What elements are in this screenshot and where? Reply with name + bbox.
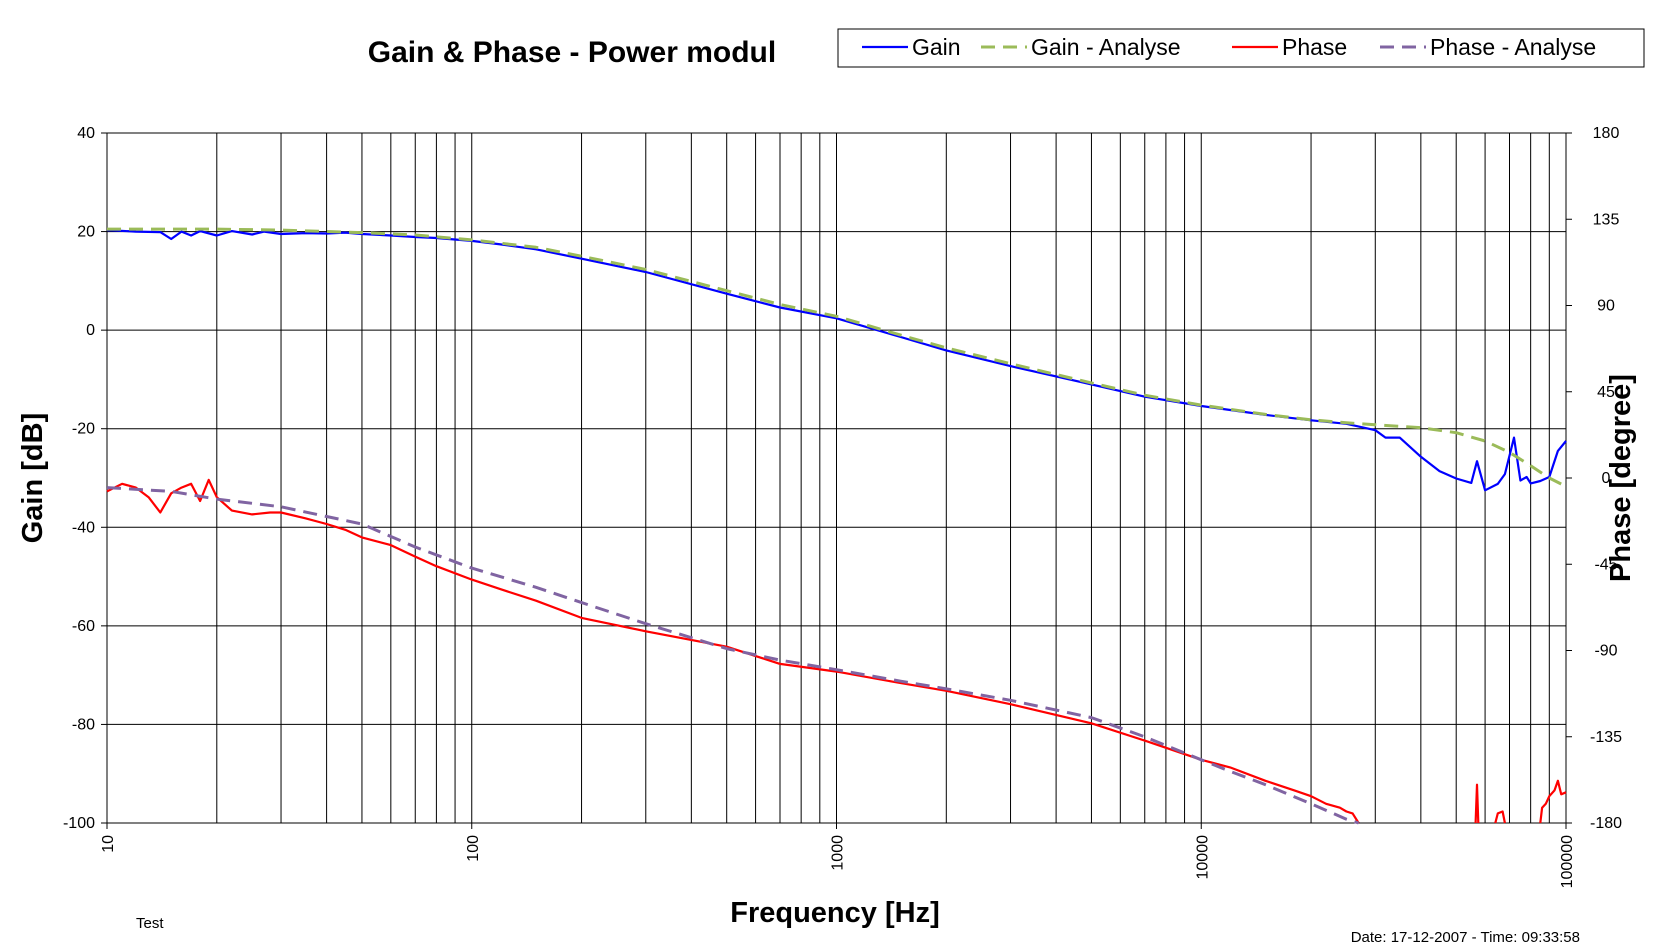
series-line-phase-analyse <box>106 486 1360 825</box>
tick-label-y: -60 <box>72 618 95 635</box>
tick-label-y: -100 <box>63 815 95 832</box>
tick-label-y2: -180 <box>1590 815 1622 832</box>
series-line-phase-fragment <box>1474 783 1480 824</box>
legend: Gain Gain - Analyse Phase Phase - Analyse <box>837 28 1645 68</box>
series-line-phase-fragment <box>1494 810 1506 824</box>
footer-note: Test <box>136 915 164 932</box>
legend-label: Gain <box>912 34 961 60</box>
tick-label-y: 40 <box>77 125 95 142</box>
tick-label-x: 100 <box>465 835 482 862</box>
left-axis-ticks: 40 20 0 -20 -40 -60 -80 -100 <box>63 125 107 832</box>
tick-label-x: 100000 <box>1559 835 1576 888</box>
y2-axis-title: Phase [degree] <box>1605 374 1637 582</box>
tick-label-y2: 45 <box>1597 384 1615 401</box>
tick-label-y2: -45 <box>1594 556 1617 573</box>
x-axis-title: Frequency [Hz] <box>730 897 939 929</box>
y-axis-title: Gain [dB] <box>17 413 49 544</box>
footer-date-time: Date: 17-12-2007 - Time: 09:33:58 <box>1351 929 1580 946</box>
x-axis-ticks: 10 100 1000 10000 100000 <box>100 823 1576 888</box>
legend-label: Gain - Analyse <box>1031 34 1181 60</box>
series-line-phase-fragment <box>1539 779 1567 824</box>
series-line-phase <box>106 478 1360 824</box>
tick-label-y: 0 <box>86 322 95 339</box>
tick-label-y2: -90 <box>1594 643 1617 660</box>
legend-label: Phase - Analyse <box>1430 34 1596 60</box>
tick-label-y: 20 <box>77 224 95 241</box>
plot-area <box>106 132 1567 825</box>
series-layer <box>106 227 1567 825</box>
horizontal-gridlines <box>107 231 1566 725</box>
right-axis-ticks: 180 135 90 45 0 -45 -90 -135 -180 <box>1566 125 1622 832</box>
tick-label-y2: 90 <box>1597 298 1615 315</box>
tick-label-y: -40 <box>72 519 95 536</box>
tick-label-x: 1000 <box>830 835 847 871</box>
tick-label-y: -20 <box>72 421 95 438</box>
tick-label-y2: 0 <box>1602 470 1611 487</box>
tick-label-x: 10 <box>100 835 117 853</box>
tick-label-y2: 180 <box>1593 125 1620 142</box>
chart-title: Gain & Phase - Power modul <box>368 36 776 69</box>
tick-label-y2: 135 <box>1593 211 1620 228</box>
legend-label: Phase <box>1282 34 1347 60</box>
tick-label-y2: -135 <box>1590 729 1622 746</box>
tick-label-y: -80 <box>72 716 95 733</box>
series-line-gain <box>106 229 1567 492</box>
tick-label-x: 10000 <box>1194 835 1211 880</box>
vertical-gridlines <box>216 133 1550 823</box>
